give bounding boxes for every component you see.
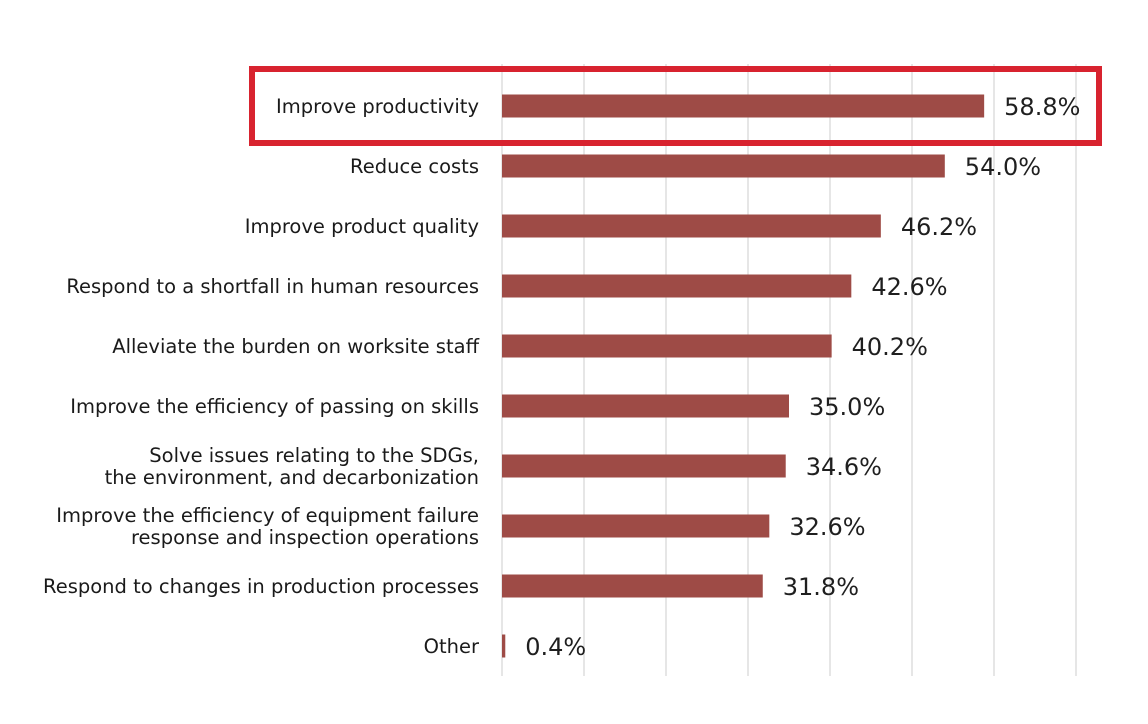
- value-label: 31.8%: [783, 573, 859, 601]
- highlight-box: [249, 66, 1102, 146]
- value-label: 46.2%: [901, 213, 977, 241]
- category-label: Respond to a shortfall in human resource…: [66, 275, 479, 298]
- value-label: 0.4%: [525, 633, 586, 661]
- value-label: 40.2%: [852, 333, 928, 361]
- value-label: 35.0%: [809, 393, 885, 421]
- bar: [502, 574, 763, 598]
- category-label: Improve product quality: [245, 215, 479, 238]
- category-label: Other: [424, 635, 480, 658]
- bar: [502, 394, 789, 418]
- category-label: Respond to changes in production process…: [43, 575, 479, 598]
- category-label: Reduce costs: [350, 155, 479, 178]
- value-label: 54.0%: [965, 153, 1041, 181]
- bars: [502, 94, 985, 658]
- value-label: 34.6%: [806, 453, 882, 481]
- category-label: Improve the efficiency of passing on ski…: [70, 395, 479, 418]
- bar: [502, 334, 832, 358]
- category-label: Solve issues relating to the SDGs, the en…: [105, 444, 479, 489]
- value-label: 42.6%: [871, 273, 947, 301]
- category-label: Improve productivity: [276, 95, 479, 118]
- value-label: 32.6%: [789, 513, 865, 541]
- bar: [502, 154, 945, 178]
- category-label: Improve the efficiency of equipment fail…: [56, 504, 479, 549]
- bar: [502, 454, 786, 478]
- bar: [502, 634, 506, 658]
- value-label: 58.8%: [1004, 93, 1080, 121]
- category-label: Alleviate the burden on worksite staff: [112, 335, 479, 358]
- bar: [502, 274, 852, 298]
- category-labels: Improve productivity Reduce costs Improve …: [43, 95, 480, 658]
- bar: [502, 514, 770, 538]
- bar: [502, 94, 985, 118]
- value-labels: 58.8% 54.0% 46.2% 42.6% 40.2% 35.0% 34.6% 32.6%…: [525, 93, 1080, 661]
- highlight-box: [249, 66, 1102, 146]
- bar: [502, 214, 881, 238]
